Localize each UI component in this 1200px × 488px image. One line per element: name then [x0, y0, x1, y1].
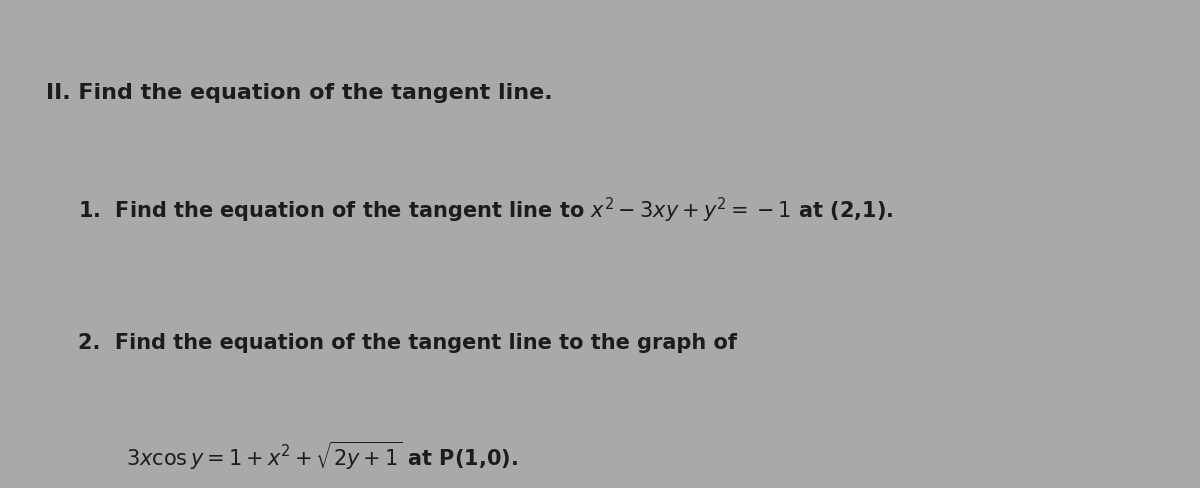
Text: 1.  Find the equation of the tangent line to $x^2 - 3xy + y^2 = -1$ at (2,1).: 1. Find the equation of the tangent line… [78, 195, 893, 224]
Text: II. Find the equation of the tangent line.: II. Find the equation of the tangent lin… [46, 83, 552, 103]
Text: 2.  Find the equation of the tangent line to the graph of: 2. Find the equation of the tangent line… [78, 332, 737, 352]
Text: $3x\cos y = 1 + x^2 + \sqrt{2y+1}$ at P(1,0).: $3x\cos y = 1 + x^2 + \sqrt{2y+1}$ at P(… [126, 439, 518, 471]
